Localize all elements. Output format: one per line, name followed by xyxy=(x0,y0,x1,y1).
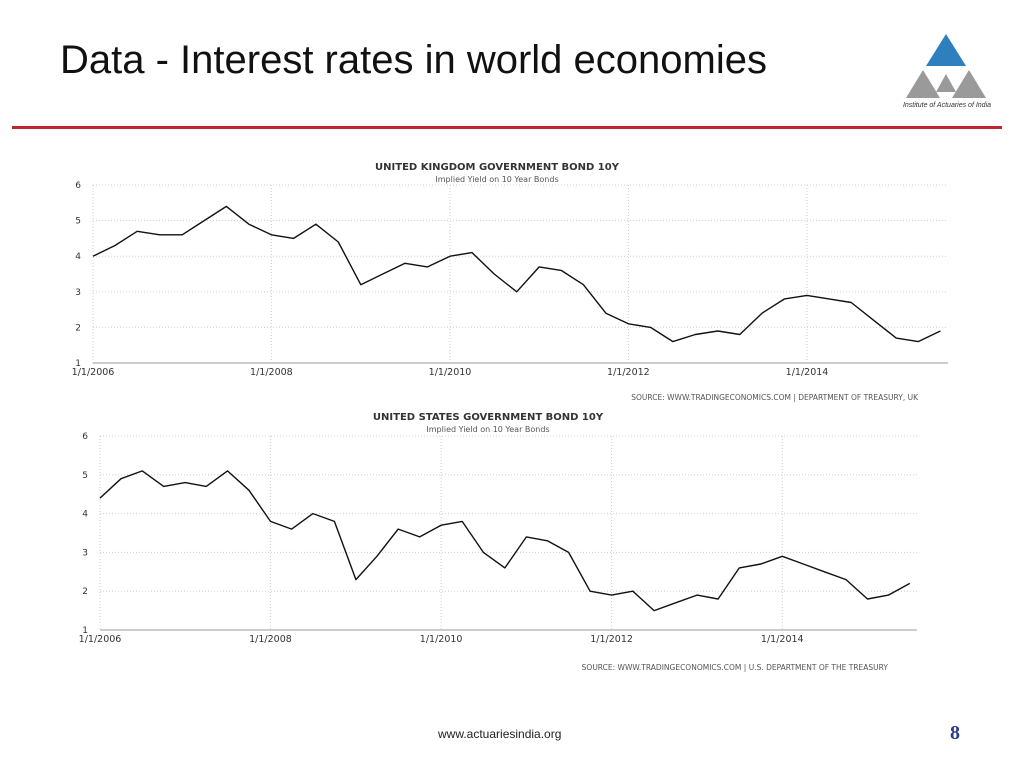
y-tick-label: 5 xyxy=(82,471,88,481)
y-tick-label: 4 xyxy=(82,510,88,520)
x-tick-label: 1/1/2010 xyxy=(420,634,463,645)
title-divider xyxy=(12,126,1002,129)
y-tick-label: 3 xyxy=(82,548,88,558)
logo-caption: Institute of Actuaries of India xyxy=(902,102,992,109)
us-bond-chart: UNITED STATES GOVERNMENT BOND 10Y Implie… xyxy=(0,400,1024,680)
x-tick-label: 1/1/2014 xyxy=(761,634,804,645)
logo-triangle-top xyxy=(926,34,966,66)
chart-title: UNITED STATES GOVERNMENT BOND 10Y xyxy=(373,412,604,423)
chart-title: UNITED KINGDOM GOVERNMENT BOND 10Y xyxy=(375,162,620,173)
series-line xyxy=(92,205,941,343)
y-tick-label: 3 xyxy=(75,288,81,298)
x-tick-label: 1/1/2014 xyxy=(786,367,829,378)
series-line xyxy=(99,470,911,612)
x-tick-label: 1/1/2010 xyxy=(429,367,472,378)
y-tick-label: 2 xyxy=(75,323,81,333)
x-tick-label: 1/1/2012 xyxy=(590,634,633,645)
logo-triangle-center xyxy=(936,74,956,92)
uk-bond-chart-svg: UNITED KINGDOM GOVERNMENT BOND 10Y Impli… xyxy=(72,162,948,402)
x-tick-label: 1/1/2006 xyxy=(79,634,122,645)
x-tick-label: 1/1/2006 xyxy=(72,367,115,378)
y-tick-label: 1 xyxy=(75,359,81,369)
us-bond-chart-svg: UNITED STATES GOVERNMENT BOND 10Y Implie… xyxy=(79,412,917,672)
y-tick-label: 5 xyxy=(75,217,81,227)
logo-triangle-left xyxy=(906,70,940,98)
y-tick-label: 6 xyxy=(82,432,88,442)
institute-logo xyxy=(906,34,986,98)
chart-source: SOURCE: WWW.TRADINGECONOMICS.COM | U.S. … xyxy=(582,663,889,672)
x-tick-label: 1/1/2012 xyxy=(607,367,650,378)
chart-subtitle: Implied Yield on 10 Year Bonds xyxy=(435,175,558,184)
y-tick-label: 6 xyxy=(75,181,81,191)
footer-url[interactable]: www.actuariesindia.org xyxy=(438,727,562,741)
chart-source: SOURCE: WWW.TRADINGECONOMICS.COM | DEPAR… xyxy=(631,393,919,402)
x-tick-label: 1/1/2008 xyxy=(250,367,293,378)
logo-triangle-right xyxy=(952,70,986,98)
page-number: 8 xyxy=(950,722,960,744)
uk-bond-chart: UNITED KINGDOM GOVERNMENT BOND 10Y Impli… xyxy=(0,150,1024,410)
slide-title: Data - Interest rates in world economies xyxy=(60,38,767,82)
y-tick-label: 1 xyxy=(82,626,88,636)
y-tick-label: 2 xyxy=(82,587,88,597)
y-tick-label: 4 xyxy=(75,252,81,262)
chart-subtitle: Implied Yield on 10 Year Bonds xyxy=(426,425,549,434)
x-tick-label: 1/1/2008 xyxy=(249,634,292,645)
